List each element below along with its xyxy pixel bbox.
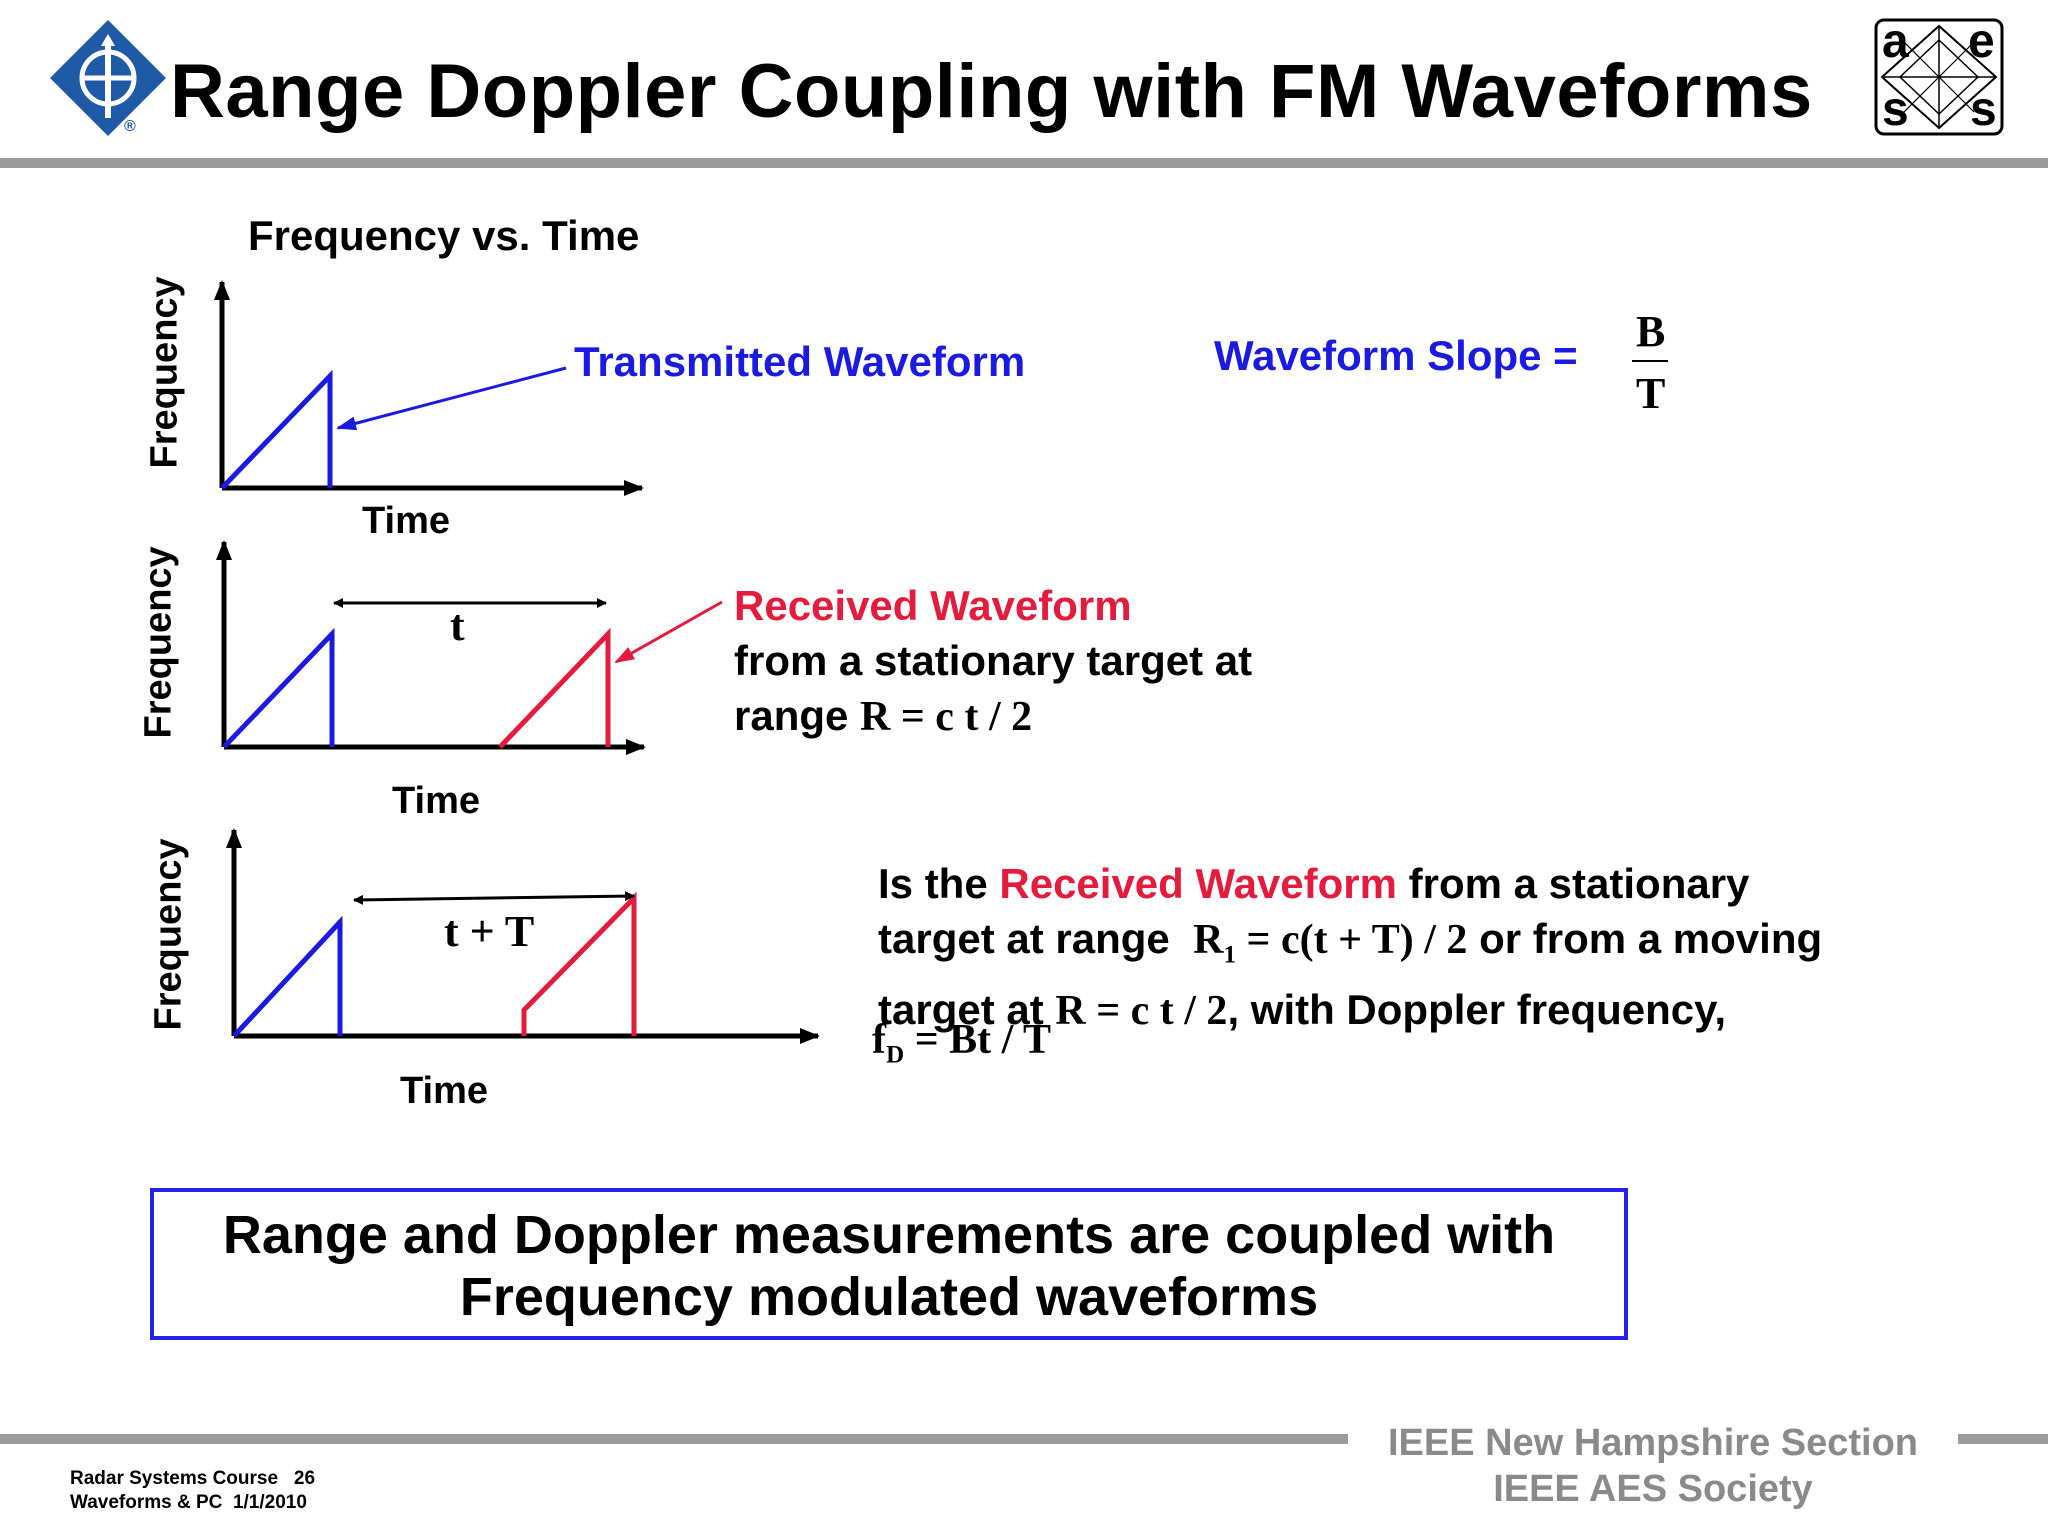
received-callout-line2: from a stationary target at — [734, 637, 1253, 684]
graph2-received-waveform — [498, 627, 611, 749]
question-line2-suffix: or from a moving — [1479, 915, 1823, 962]
conclusion-line2: Frequency modulated waveforms — [459, 1267, 1319, 1327]
graph2-ylabel: Frequency — [137, 546, 180, 739]
transmitted-waveform-label: Transmitted Waveform — [574, 338, 1026, 385]
graph2-callout-arrow — [614, 600, 723, 664]
aes-letter-s1: s — [1882, 83, 1909, 136]
conclusion-box: Range and Doppler measurements are coupl… — [150, 1188, 1628, 1340]
graph1-callout-arrow — [336, 366, 567, 431]
aes-letter-e: e — [1968, 15, 1995, 68]
slope-denominator: T — [1636, 369, 1666, 418]
footer-rule-right — [1958, 1434, 2048, 1444]
ieee-registered-mark: ® — [124, 118, 136, 135]
footer-rule-left — [0, 1434, 1348, 1444]
ieee-logo-icon — [46, 16, 170, 140]
question-line3-prefix: target at — [878, 986, 1044, 1034]
footer-section: Waveforms & PC 1/1/2010 — [70, 1492, 307, 1513]
received-waveform-title: Received Waveform — [734, 582, 1132, 629]
conclusion-line1: Range and Doppler measurements are coupl… — [222, 1205, 1556, 1265]
received-callout-range-prefix: range — [734, 692, 849, 739]
question-line3-suffix: , with Doppler frequency, — [1227, 986, 1727, 1034]
question-received-waveform: Received Waveform — [999, 860, 1397, 907]
received-callout-line3: range R = c t / 2 — [734, 688, 1252, 745]
received-waveform-callout: Received Waveform from a stationary targ… — [734, 578, 1252, 745]
question-text-3: from a stationary — [1408, 860, 1750, 907]
fd-sub: D — [886, 1041, 905, 1069]
question-line2: target at range R1 = c(t + T) / 2 or fro… — [878, 911, 1822, 982]
graph2-delay-label: t — [450, 601, 465, 650]
slope-fraction-bar — [1632, 360, 1668, 362]
footer-org2: IEEE AES Society — [1493, 1468, 1813, 1510]
aes-letter-s2: s — [1970, 83, 1997, 136]
footer-organization: IEEE New Hampshire Section IEEE AES Soci… — [1348, 1420, 1958, 1512]
graph1-axes — [214, 280, 644, 496]
graph3-transmitted-waveform — [232, 915, 343, 1038]
fd-base: f — [872, 1017, 886, 1063]
question-line2-prefix: target at range — [878, 915, 1170, 962]
doppler-formula: fD = Bt / T — [872, 1016, 1051, 1069]
header-rule — [0, 158, 2048, 168]
question-text-1: Is the — [878, 860, 988, 907]
r1-base: R — [1193, 917, 1224, 963]
waveform-slope-label: Waveform Slope = — [1214, 332, 1578, 379]
graph3-received-waveform — [521, 891, 637, 1036]
question-line1: Is the Received Waveform from a stationa… — [878, 856, 1822, 911]
graph2-transmitted-waveform — [222, 627, 335, 749]
slide-title: Range Doppler Coupling with FM Waveforms — [170, 49, 1813, 134]
footer-org1: IEEE New Hampshire Section — [1387, 1422, 1919, 1464]
footer-course-name: Radar Systems Course — [70, 1468, 279, 1489]
slope-numerator: B — [1636, 307, 1666, 356]
graph1-transmitted-waveform — [220, 369, 333, 490]
graph1-ylabel: Frequency — [143, 276, 186, 469]
footer-course: Radar Systems Course 26 — [70, 1468, 315, 1490]
ambiguity-question: Is the Received Waveform from a stationa… — [878, 856, 1822, 1039]
r1-rest: = c(t + T) / 2 — [1246, 917, 1468, 963]
graph1-xlabel: Time — [362, 500, 451, 542]
diagram-subtitle: Frequency vs. Time — [248, 212, 640, 259]
aes-logo-icon: a e s s — [1874, 15, 2004, 136]
aes-letter-a: a — [1882, 15, 1909, 68]
footer-page-number: 26 — [293, 1468, 316, 1489]
moving-range-formula: R = c t / 2 — [1055, 988, 1228, 1035]
fd-rest: = Bt / T — [914, 1017, 1052, 1063]
graph3-delay-label: t + T — [444, 907, 535, 956]
graph2-xlabel: Time — [392, 780, 481, 822]
r1-formula: R1 = c(t + T) / 2 — [1193, 917, 1468, 968]
graph3-ylabel: Frequency — [147, 838, 190, 1031]
graph3-xlabel: Time — [400, 1070, 489, 1112]
question-line3: target at R = c t / 2, with Doppler freq… — [878, 982, 1822, 1039]
graph2-axes — [216, 540, 646, 755]
r1-sub: 1 — [1223, 941, 1237, 969]
range-formula: R = c t / 2 — [860, 694, 1033, 740]
graph3-delay-arrow — [353, 891, 635, 905]
